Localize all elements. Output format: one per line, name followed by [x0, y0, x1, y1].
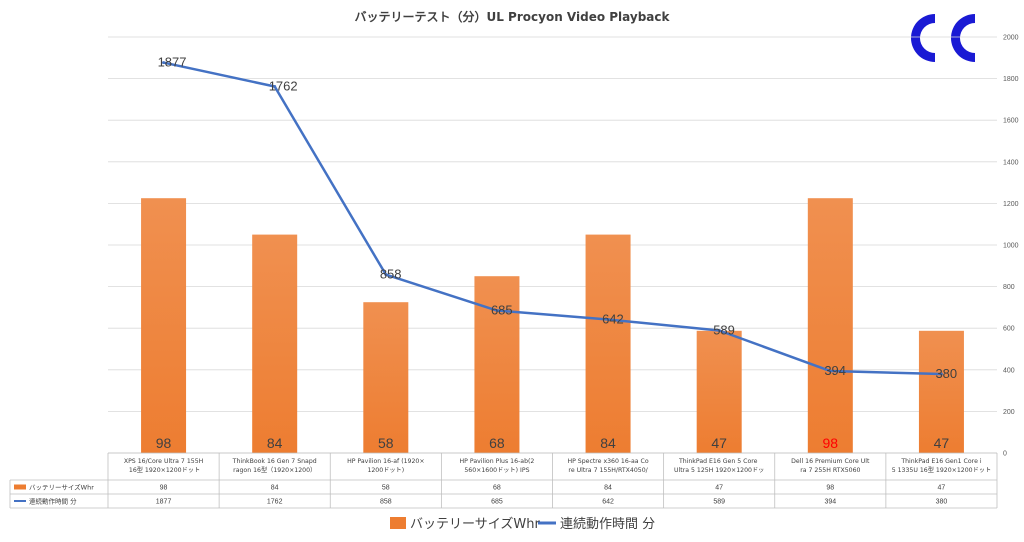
y2-tick-label: 1600: [1003, 118, 1019, 125]
y2-tick-label: 0: [1003, 451, 1007, 458]
line-data-label: 1762: [269, 79, 298, 94]
line-point: [273, 85, 277, 89]
line-data-label: 685: [491, 303, 513, 318]
line-data-label: 858: [380, 267, 402, 282]
bar: [807, 198, 853, 453]
table-cell: 380: [936, 499, 948, 506]
line-point: [384, 273, 388, 277]
category-label: HP Spectre x360 16-aa Co re Ultra 7 155H/…: [567, 458, 648, 474]
bar-data-label: 84: [267, 435, 283, 451]
legend-swatch-bar: [390, 517, 406, 529]
line-point: [495, 309, 499, 313]
table-cell: 685: [491, 499, 503, 506]
table-cell: 98: [826, 485, 834, 492]
y2-tick-label: 1400: [1003, 159, 1019, 166]
table-cell: 1877: [156, 499, 172, 506]
bar: [252, 234, 298, 453]
bar-data-label: 98: [156, 435, 172, 451]
bar-data-label: 47: [711, 435, 727, 451]
gridlines: [108, 36, 997, 454]
table-cell: 589: [713, 499, 725, 506]
line-path: [163, 61, 942, 376]
bar-data-label: 58: [378, 435, 394, 451]
bar: [141, 198, 187, 453]
data-table: XPS 16/Core Ultra 7 155H 16型 1920×1200ドッ…: [9, 452, 998, 509]
table-cell: 58: [382, 485, 390, 492]
line-point: [828, 369, 832, 373]
line-data-label: 394: [824, 363, 846, 378]
legend: バッテリーサイズWhr 連続動作時間 分: [390, 516, 655, 532]
bar: [585, 234, 631, 453]
table-cell: 84: [604, 485, 612, 492]
category-label: Dell 16 Premium Core Ult ra 7 255H RTX506…: [791, 458, 870, 474]
bar-data-label: 47: [934, 435, 950, 451]
bar-data-label: 68: [489, 435, 505, 451]
table-cell: 858: [380, 499, 392, 506]
bar-series: 98 84 58 68 84 47 98 47: [141, 198, 964, 453]
category-label: XPS 16/Core Ultra 7 155H 16型 1920×1200ドッ…: [124, 458, 204, 474]
y2-tick-label: 2000: [1003, 35, 1019, 42]
line-data-label: 380: [935, 366, 957, 381]
y2-tick-label: 1800: [1003, 76, 1019, 83]
y2-tick-label: 400: [1003, 367, 1015, 374]
line-data-label: 589: [713, 322, 735, 337]
y2-tick-label: 200: [1003, 409, 1015, 416]
table-cell: 47: [938, 485, 946, 492]
legend-label-bar: バッテリーサイズWhr: [410, 516, 540, 532]
bar: [363, 302, 409, 453]
table-cell: 84: [271, 485, 279, 492]
bar-data-label: 98: [823, 435, 839, 451]
y2-tick-label: 600: [1003, 326, 1015, 333]
category-label: ThinkBook 16 Gen 7 Snapd ragon 16型（1920×1…: [232, 458, 317, 474]
y2-tick-label: 1000: [1003, 243, 1019, 250]
table-cell: 394: [824, 499, 836, 506]
line-point: [606, 317, 610, 321]
y2-tick-label: 1200: [1003, 201, 1019, 208]
category-label: ThinkPad E16 Gen 5 Core Ultra 5 125H 192…: [674, 458, 764, 474]
legend-label-line: 連続動作時間 分: [560, 517, 655, 532]
bar: [918, 330, 964, 453]
site-logo: [911, 14, 975, 62]
table-row-header: バッテリーサイズWhr: [29, 483, 94, 492]
table-cell: 68: [493, 485, 501, 492]
line-series: 1877 1762 858 685 642 589 394 380: [158, 55, 958, 381]
table-cell: 1762: [267, 499, 283, 506]
table-cell: 642: [602, 499, 614, 506]
y2-tick-label: 800: [1003, 284, 1015, 291]
line-point: [162, 61, 166, 65]
bar-data-label: 84: [600, 435, 616, 451]
category-label: HP Pavilion Plus 16-ab(2 560×1600ドット) IPS: [460, 458, 535, 474]
category-label: HP Pavilion 16-af (1920× 1200ドット): [347, 458, 424, 474]
row-key-bar: [14, 484, 26, 490]
chart-title: バッテリーテスト（分）UL Procyon Video Playback: [354, 9, 670, 24]
table-cell: 98: [160, 485, 168, 492]
table-row-header: 連続動作時間 分: [29, 497, 77, 506]
bar: [696, 330, 742, 453]
line-data-label: 642: [602, 311, 624, 326]
line-point: [717, 328, 721, 332]
table-cell: 47: [715, 485, 723, 492]
right-axis: 0 200 400 600 800 1000 1200 1400 1600 1800 2000: [1003, 35, 1019, 458]
line-data-label: 1877: [158, 55, 187, 70]
line-point: [939, 372, 943, 376]
